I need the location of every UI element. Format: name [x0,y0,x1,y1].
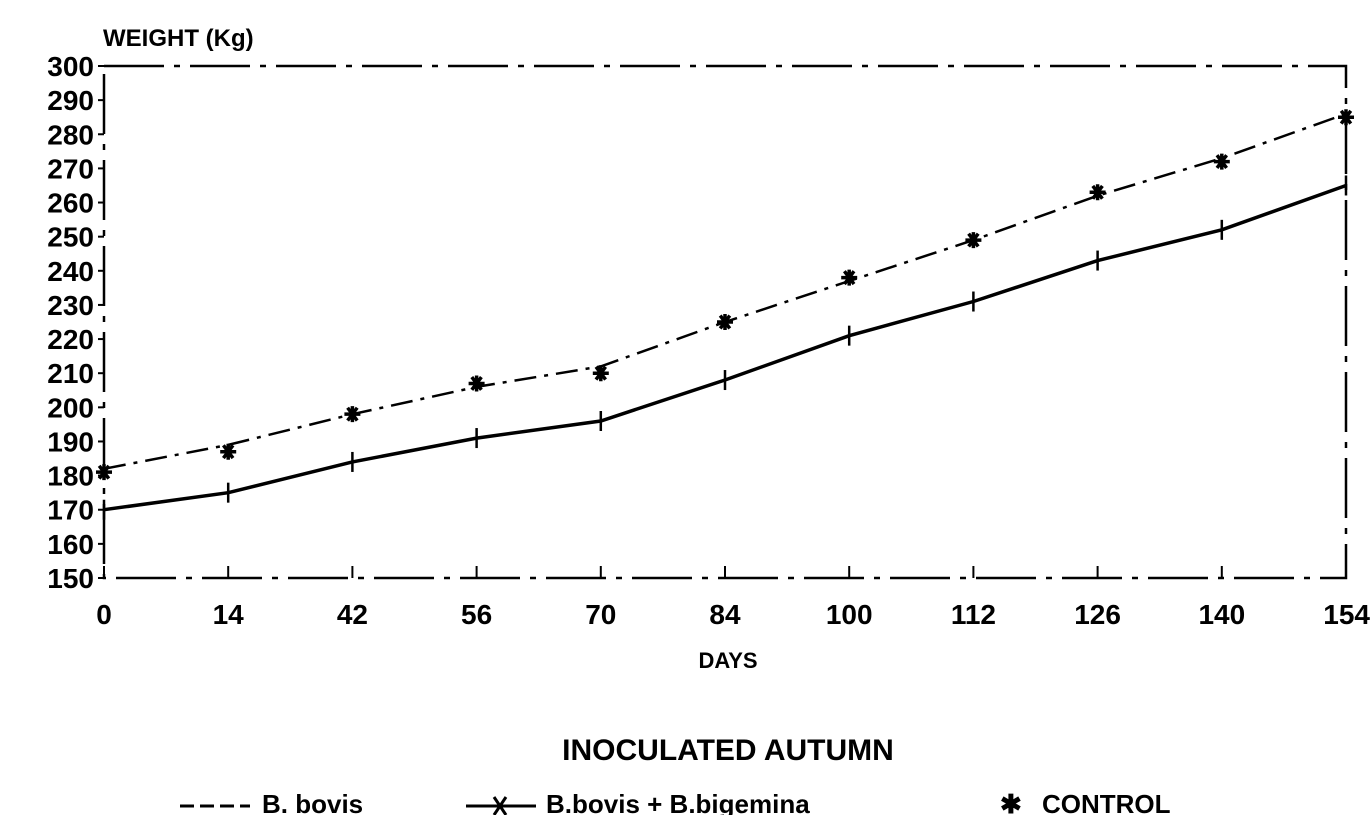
y-tick-label: 280 [47,119,94,150]
x-tick-label: 140 [1198,599,1245,630]
control-point [841,269,858,286]
x-tick-label: 42 [337,599,368,630]
x-tick-label: 154 [1323,599,1370,630]
y-tick-label: 250 [47,222,94,253]
legend-label-bovis: B. bovis [262,789,363,815]
control-point [592,365,609,382]
series-line-bovis-bigemina [103,183,1347,512]
y-tick-label: 190 [47,426,94,457]
x-axis-label: DAYS [698,648,757,673]
y-tick-label: 180 [47,461,94,492]
control-point [96,464,112,481]
legend: B. bovis B.bovis + B.bigemina ✱ CONTROL [180,789,1171,815]
series-lines [103,112,1347,512]
y-tick-label: 170 [47,495,94,526]
y-tick-label: 220 [47,324,94,355]
series-markers [96,109,1354,520]
legend-label-control: CONTROL [1042,789,1171,815]
control-point [965,232,982,249]
legend-item-control: ✱ CONTROL [1000,789,1171,815]
y-tick-label: 230 [47,290,94,321]
chart-title: INOCULATED AUTUMN [562,734,894,767]
y-tick-label: 290 [47,85,94,116]
control-point [344,406,361,423]
legend-label-bovis-bigemina: B.bovis + B.bigemina [546,789,810,815]
y-tick-label: 240 [47,256,94,287]
legend-item-bovis: B. bovis [180,789,363,815]
y-tick-label: 260 [47,188,94,219]
x-tick-label: 84 [709,599,741,630]
series-line-bovis [103,112,1347,471]
y-tick-label: 200 [47,392,94,423]
x-tick-label: 70 [585,599,616,630]
x-tick-label: 14 [213,599,245,630]
x-tick-label: 0 [96,599,112,630]
y-axis-ticks: 3002902802702602502402302202102001901801… [47,51,104,594]
y-tick-label: 270 [47,153,94,184]
control-point [468,375,485,392]
control-point [1089,184,1106,201]
x-axis-ticks: 0 14 42 56 70 84 100 112 126 140 154 [96,566,1370,630]
legend-item-bovis-bigemina: B.bovis + B.bigemina [466,789,810,815]
y-tick-label: 160 [47,529,94,560]
y-tick-label: 210 [47,358,94,389]
x-tick-label: 112 [951,599,996,630]
legend-control-marker: ✱ [1000,789,1022,815]
control-point [1213,153,1230,170]
y-tick-label: 300 [47,51,94,82]
y-axis-label: WEIGHT (Kg) [103,25,254,52]
x-tick-label: 126 [1074,599,1121,630]
control-point [717,314,733,330]
x-tick-label: 56 [461,599,492,630]
control-point [1338,109,1354,126]
y-tick-label: 150 [47,563,94,594]
x-tick-label: 100 [826,599,873,630]
control-point [220,443,237,460]
